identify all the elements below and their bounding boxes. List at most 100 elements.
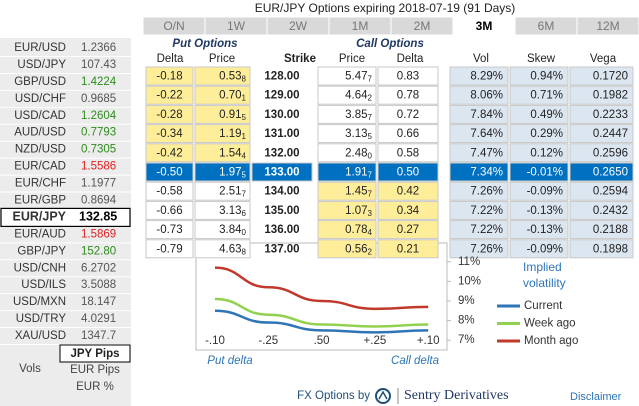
page-title: EUR/JPY Options expiring 2018-07-19 (91 … [255, 1, 516, 15]
pair-name[interactable]: EUR/GBP [14, 194, 66, 206]
pair-name[interactable]: USD/ILS [21, 279, 66, 291]
pair-rate[interactable]: 4.0291 [81, 313, 116, 325]
cell [145, 124, 194, 144]
table-cell: 0.83 [397, 71, 419, 83]
table-cell: 7.47% [470, 147, 503, 159]
pair-name[interactable]: EUR/CAD [14, 161, 66, 173]
table-cell: 0.2650 [593, 167, 628, 179]
pair-name[interactable]: USD/JPY [17, 59, 66, 71]
table-cell: 0.94% [530, 71, 563, 83]
mode-pips[interactable]: JPY Pips [70, 348, 119, 360]
pair-name[interactable]: EUR/CHF [15, 178, 66, 190]
cell [145, 104, 194, 124]
cell [449, 66, 509, 86]
table-cell: 0.78 [397, 90, 419, 102]
table-cell: 0.49% [530, 109, 563, 121]
pair-name[interactable]: XAU/USD [15, 330, 66, 342]
pair-rate[interactable]: 0.9685 [81, 93, 116, 105]
pair-rate[interactable]: 1.4224 [81, 76, 117, 88]
cell [449, 124, 509, 144]
tab-label[interactable]: 1M [352, 19, 369, 33]
price-cell: 2.517 [219, 186, 246, 199]
cell [145, 220, 194, 240]
pair-rate[interactable]: 132.85 [79, 210, 117, 224]
cell [509, 220, 569, 240]
cell [569, 181, 634, 201]
price-cell: 3.136 [219, 205, 246, 218]
tab[interactable] [576, 16, 639, 36]
price-main: 1.07 [345, 205, 367, 217]
pair-rate[interactable]: 3.5088 [81, 279, 116, 291]
tab-label[interactable]: 2M [414, 19, 431, 33]
legend-label: Week ago [524, 318, 576, 330]
price-main: 4.64 [345, 90, 368, 102]
pair-name[interactable]: USD/CAD [14, 110, 66, 122]
price-cell: 1.544 [219, 147, 246, 160]
price-pip: 8 [242, 75, 247, 84]
tab-label[interactable]: 1W [227, 19, 246, 33]
pair-name[interactable]: AUD/USD [14, 127, 66, 139]
tab-label[interactable]: 2W [289, 19, 308, 33]
pair-rate[interactable]: 1.2604 [81, 110, 117, 122]
cell [377, 143, 439, 163]
price-pip: 2 [368, 94, 373, 103]
pair-rate[interactable]: 152.80 [81, 245, 116, 257]
column-header: Price [209, 53, 235, 65]
tab-label[interactable]: 6M [538, 19, 555, 33]
price-cell: 4.638 [219, 243, 246, 256]
pair-name[interactable]: EUR/JPY [13, 210, 67, 224]
pair-rate[interactable]: 1.5586 [81, 161, 116, 173]
series-line [214, 309, 429, 334]
mode-option[interactable]: EUR % [76, 381, 114, 393]
mode-option[interactable]: EUR Pips [70, 364, 120, 376]
cell [509, 66, 569, 86]
pair-name[interactable]: USD/TRY [16, 313, 67, 325]
cell [509, 239, 569, 259]
table-cell: 0.2432 [593, 205, 628, 217]
pair-name[interactable]: NZD/USD [15, 144, 66, 156]
pair-name[interactable]: EUR/USD [14, 42, 66, 54]
pair-rate[interactable]: 0.8694 [81, 194, 117, 206]
pair-name[interactable]: USD/CNH [14, 262, 66, 274]
mode-label: Vols [19, 363, 41, 375]
series-line [214, 297, 429, 328]
tab-label[interactable]: 3M [476, 19, 493, 33]
pair-rate[interactable]: 107.43 [81, 59, 116, 71]
pair-name[interactable]: EUR/AUD [14, 228, 66, 240]
price-main: 3.84 [219, 224, 242, 236]
tab-label[interactable]: O/N [163, 19, 184, 33]
y-tick-label: 9% [458, 295, 475, 307]
price-pip: 7 [368, 113, 373, 122]
price-pip: 5 [242, 113, 247, 122]
x-tick-label: -.10 [205, 335, 225, 347]
pair-rate[interactable]: 0.7793 [81, 127, 116, 139]
pair-rate[interactable]: 6.2702 [81, 262, 116, 274]
pair-rate[interactable]: 18.147 [81, 296, 116, 308]
pair-rate[interactable]: 1.2366 [81, 42, 116, 54]
cell [317, 162, 377, 182]
cell [377, 66, 439, 86]
table-cell: 0.21 [397, 243, 419, 255]
pair-rate[interactable]: 1.1977 [81, 178, 116, 190]
pair-name[interactable]: USD/CHF [15, 93, 66, 105]
pair-name[interactable]: GBP/JPY [17, 245, 66, 257]
price-pip: 0 [368, 151, 373, 160]
table-cell: 134.00 [264, 186, 299, 198]
footer-disclaimer[interactable]: Disclaimer [570, 391, 622, 403]
pair-rate[interactable]: 1.5869 [81, 228, 116, 240]
pair-name[interactable]: USD/MXN [13, 296, 66, 308]
brand-logo-mark [378, 390, 388, 400]
table-cell: -0.13% [527, 224, 563, 236]
mode-selected[interactable] [59, 344, 131, 363]
table-cell: 132.00 [264, 147, 299, 159]
pair-rate[interactable]: 1347.7 [81, 330, 116, 342]
price-main: 1.91 [345, 167, 367, 179]
table-cell: 0.50 [397, 167, 419, 179]
cell [509, 124, 569, 144]
series-line [214, 266, 429, 311]
tab-label[interactable]: 12M [596, 19, 619, 33]
pair-rate[interactable]: 0.7305 [81, 144, 116, 156]
pair-name[interactable]: GBP/USD [14, 76, 66, 88]
cell [449, 220, 509, 240]
cell [194, 85, 251, 105]
